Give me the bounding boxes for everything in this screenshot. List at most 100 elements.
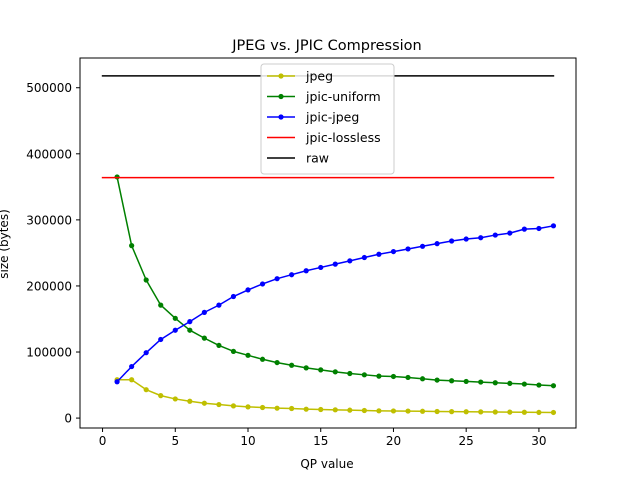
y-tick-label: 200000 xyxy=(26,279,72,293)
data-point-jpic-jpeg xyxy=(289,272,295,278)
data-point-jpeg xyxy=(216,401,222,408)
data-point-jpic-uniform xyxy=(507,380,513,387)
data-point-jpic-uniform xyxy=(187,327,193,333)
data-point-jpic-uniform xyxy=(274,359,280,366)
data-point-jpic-jpeg xyxy=(521,226,527,232)
data-point-jpeg xyxy=(230,403,237,409)
data-point-jpic-uniform xyxy=(318,367,324,373)
data-point-jpeg xyxy=(289,405,295,412)
x-tick-label: 30 xyxy=(531,434,546,448)
y-tick-label: 400000 xyxy=(26,147,72,161)
data-point-jpic-uniform xyxy=(201,335,207,341)
data-point-jpic-jpeg xyxy=(347,258,353,264)
data-point-jpeg xyxy=(245,404,251,410)
data-point-jpic-jpeg xyxy=(376,251,382,257)
data-point-jpic-uniform xyxy=(419,376,426,382)
data-point-jpic-jpeg xyxy=(303,268,309,274)
data-point-jpeg xyxy=(274,405,280,411)
data-point-jpic-jpeg xyxy=(405,246,411,252)
y-tick-label: 500000 xyxy=(26,81,72,95)
data-point-jpic-uniform xyxy=(259,356,266,362)
data-point-jpeg xyxy=(390,408,397,414)
data-point-jpeg xyxy=(361,407,367,414)
legend-label-jpic-lossless: jpic-lossless xyxy=(305,130,381,145)
data-point-jpic-uniform xyxy=(521,381,527,387)
x-tick-label: 20 xyxy=(386,434,401,448)
data-point-jpic-uniform xyxy=(449,378,455,384)
data-point-jpeg xyxy=(318,406,324,413)
data-point-jpeg xyxy=(536,409,542,416)
x-axis-label: QP value xyxy=(300,457,353,471)
data-point-jpic-jpeg xyxy=(129,363,135,370)
data-point-jpeg xyxy=(158,393,164,399)
data-point-jpic-jpeg xyxy=(449,238,455,244)
data-point-jpic-uniform xyxy=(172,315,178,321)
data-point-jpic-jpeg xyxy=(434,241,440,247)
x-tick-label: 10 xyxy=(240,434,255,448)
data-point-jpic-jpeg xyxy=(492,232,498,238)
data-point-jpic-jpeg xyxy=(114,379,120,385)
plot-area xyxy=(101,75,557,416)
data-point-jpeg xyxy=(419,408,426,414)
data-point-jpic-jpeg xyxy=(318,264,324,271)
data-point-jpic-uniform xyxy=(230,348,237,354)
data-point-jpic-jpeg xyxy=(216,302,222,308)
data-point-jpic-jpeg xyxy=(550,223,557,229)
data-point-jpeg xyxy=(376,408,382,414)
data-point-jpeg xyxy=(521,409,527,415)
data-point-jpeg xyxy=(187,398,193,404)
data-point-jpic-uniform xyxy=(434,377,440,383)
data-point-jpic-uniform xyxy=(129,243,135,249)
data-point-jpic-uniform xyxy=(216,342,222,349)
data-point-jpic-uniform xyxy=(376,373,382,379)
data-point-jpeg xyxy=(507,409,513,415)
data-point-jpic-jpeg xyxy=(172,327,178,333)
data-point-jpic-uniform xyxy=(536,382,542,388)
data-point-jpic-uniform xyxy=(550,383,557,389)
data-point-jpic-uniform xyxy=(361,372,367,378)
data-point-jpeg xyxy=(478,409,484,415)
data-point-jpeg xyxy=(303,406,309,412)
data-point-jpic-uniform xyxy=(245,352,251,358)
data-point-jpic-jpeg xyxy=(158,336,164,343)
legend-label-jpic-uniform: jpic-uniform xyxy=(305,89,381,104)
data-point-jpic-jpeg xyxy=(463,236,469,242)
data-point-jpeg xyxy=(492,409,498,415)
data-point-jpic-jpeg xyxy=(507,230,513,236)
data-point-jpic-uniform xyxy=(332,369,338,375)
data-point-jpic-jpeg xyxy=(259,281,266,287)
data-point-jpeg xyxy=(550,409,557,416)
data-point-jpic-jpeg xyxy=(419,243,426,249)
data-point-jpeg xyxy=(172,396,178,402)
data-point-jpeg xyxy=(463,409,469,415)
x-tick-label: 25 xyxy=(459,434,474,448)
data-point-jpic-uniform xyxy=(478,379,484,385)
x-tick-label: 5 xyxy=(171,434,179,448)
legend-marker-jpeg xyxy=(278,73,284,79)
data-point-jpic-jpeg xyxy=(332,261,338,267)
data-point-jpic-jpeg xyxy=(230,293,237,300)
axis-ticks: 0 5 10 15 20 25 30 0 100000 200000 300000 400000 500… xyxy=(26,81,546,448)
data-point-jpic-jpeg xyxy=(201,309,207,315)
data-point-jpic-uniform xyxy=(143,277,149,283)
data-point-jpic-uniform xyxy=(303,365,309,371)
data-point-jpeg xyxy=(332,407,338,413)
data-point-jpic-uniform xyxy=(289,362,295,368)
plot-frame xyxy=(79,57,577,429)
data-point-jpeg xyxy=(449,409,455,415)
legend-marker-jpic-jpeg xyxy=(278,114,284,120)
x-tick-label: 0 xyxy=(99,434,107,448)
data-point-jpic-uniform xyxy=(390,373,397,380)
data-point-jpic-uniform xyxy=(405,374,411,381)
data-point-jpic-uniform xyxy=(158,302,164,308)
legend-box xyxy=(260,63,395,175)
data-point-jpic-uniform xyxy=(492,380,498,386)
data-point-jpeg xyxy=(405,408,411,414)
data-point-jpeg xyxy=(347,407,353,413)
y-tick-label: 0 xyxy=(64,412,72,426)
data-point-jpeg xyxy=(143,387,149,393)
legend-marker-jpic-uniform xyxy=(278,93,284,100)
data-point-jpic-jpeg xyxy=(361,254,367,261)
legend: jpeg jpic-uniform jpic-jpeg jpic-lossless ra… xyxy=(260,63,395,175)
data-point-jpeg xyxy=(434,408,440,415)
